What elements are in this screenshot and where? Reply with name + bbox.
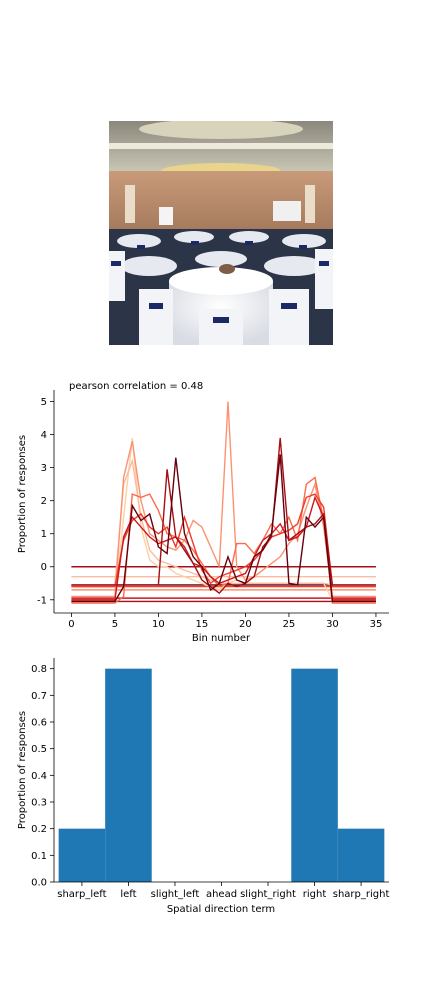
y-tick-label: 0	[41, 562, 47, 573]
x-tick-label: 15	[196, 619, 209, 630]
x-tick-label: right	[303, 889, 327, 900]
y-tick-label: 0.8	[31, 664, 47, 675]
x-tick-label: 5	[112, 619, 118, 630]
x-tick-label: 10	[152, 619, 165, 630]
x-tick-label: sharp_left	[57, 889, 106, 900]
y-tick-label: 4	[41, 430, 47, 441]
y-tick-label: 0.5	[31, 744, 47, 755]
x-axis-label: Spatial direction term	[167, 904, 275, 915]
x-axis-label: Bin number	[192, 633, 251, 644]
y-tick-label: 0.7	[31, 691, 47, 702]
y-tick-label: 2	[41, 496, 47, 507]
chart-title: pearson correlation = 0.48	[69, 381, 203, 392]
series-line-0	[71, 437, 376, 601]
x-tick-label: 35	[370, 619, 383, 630]
x-tick-label: ahead	[206, 889, 237, 900]
series-line-7	[71, 454, 376, 603]
bar-right	[291, 668, 338, 882]
y-tick-label: 3	[41, 463, 47, 474]
line-chart-plot-area	[71, 401, 376, 604]
y-tick-label: -1	[37, 595, 47, 606]
y-tick-label: 0.3	[31, 798, 47, 809]
y-axis-label: Proportion of responses	[17, 435, 28, 553]
x-tick-label: 30	[326, 619, 339, 630]
x-tick-label: 0	[68, 619, 74, 630]
y-tick-label: 0.2	[31, 824, 47, 835]
y-tick-label: 0.0	[31, 878, 47, 889]
x-tick-label: left	[120, 889, 136, 900]
bar-chart: sharp_left left slight_left ahead slight_rig…	[17, 658, 389, 915]
y-tick-label: 1	[41, 529, 47, 540]
x-tick-label: slight_right	[240, 889, 296, 900]
bar-sharp_left	[58, 828, 106, 882]
y-tick-label: 0.4	[31, 771, 47, 782]
banquet-hall-photo	[109, 121, 333, 345]
bar-chart-plot-area	[58, 668, 385, 882]
y-tick-label: 5	[41, 397, 47, 408]
line-chart: pearson correlation = 0.48 0 5 10 15 20 25 30 3…	[17, 381, 389, 644]
x-tick-label: sharp_right	[333, 889, 390, 900]
y-axis-label: Proportion of responses	[17, 711, 28, 829]
line-chart-axes: 0 5 10 15 20 25 30 35 -1 0 1 2 3 4 5	[37, 390, 389, 630]
y-tick-label: 0.6	[31, 718, 47, 729]
y-tick-label: 0.1	[31, 851, 47, 862]
bar-left	[105, 668, 152, 882]
x-tick-label: slight_left	[151, 889, 200, 900]
bar-sharp_right	[337, 828, 385, 882]
x-tick-label: 25	[283, 619, 296, 630]
bar-chart-axes: sharp_left left slight_left ahead slight_rig…	[31, 658, 389, 900]
x-tick-label: 20	[239, 619, 252, 630]
